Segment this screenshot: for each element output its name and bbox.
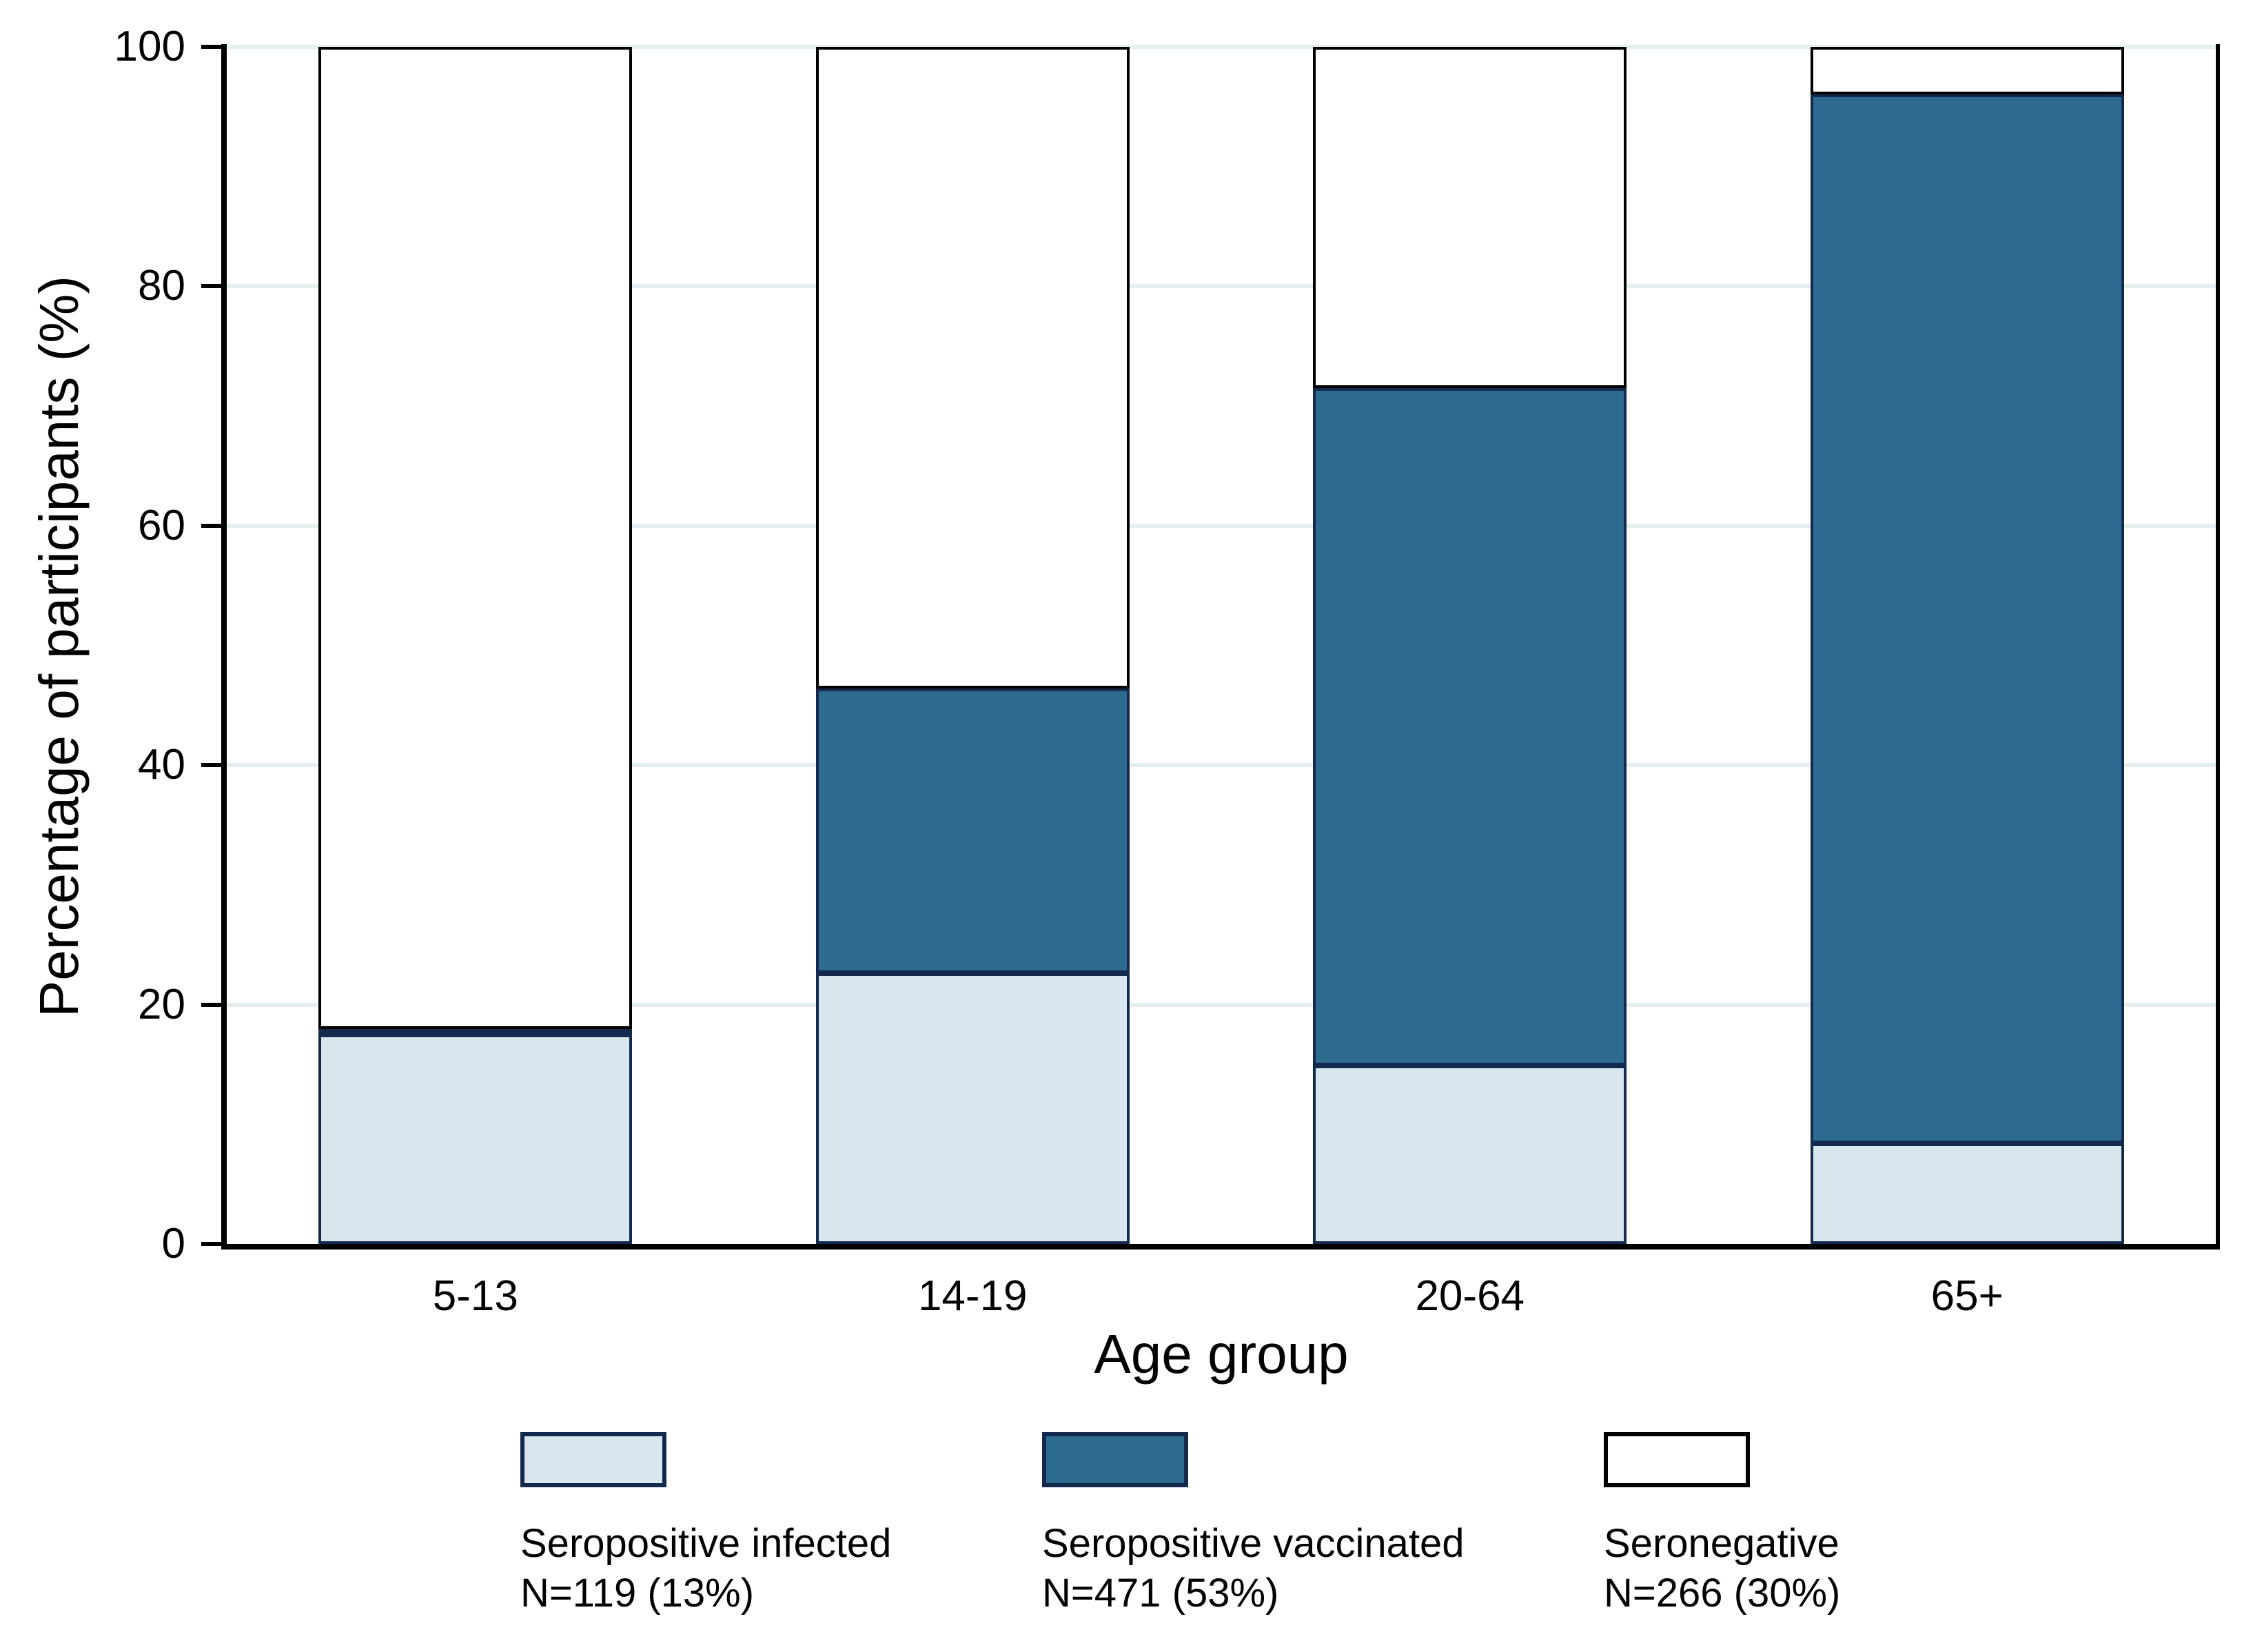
bar-column-5-13 bbox=[227, 47, 724, 1244]
y-tick-100 bbox=[201, 45, 227, 49]
bar-20-64-seronegative bbox=[1313, 47, 1627, 389]
x-axis-title: Age group bbox=[1094, 1323, 1349, 1385]
y-tick-label-80: 80 bbox=[138, 262, 185, 310]
y-tick-40 bbox=[201, 763, 227, 768]
gridline-60 bbox=[227, 523, 2216, 528]
y-tick-60 bbox=[201, 523, 227, 528]
gridline-20 bbox=[227, 1002, 2216, 1007]
legend-series-name: Seropositive infected bbox=[520, 1521, 892, 1566]
bar-5-13-seropositive-vaccinated bbox=[318, 1029, 632, 1035]
plot-right-border bbox=[2216, 44, 2220, 1250]
legend-series-count: N=119 (13%) bbox=[520, 1571, 755, 1615]
gridline-40 bbox=[227, 763, 2216, 768]
legend-item-seropositive-infected: Seropositive infected N=119 (13%) bbox=[520, 1432, 891, 1618]
bar-5-13-seropositive-infected bbox=[318, 1034, 632, 1244]
bar-20-64 bbox=[1313, 47, 1627, 1244]
bar-column-20-64 bbox=[1221, 47, 1719, 1244]
y-axis-title: Percentage of participants (%) bbox=[28, 275, 90, 1018]
bar-5-13 bbox=[318, 47, 632, 1244]
bar-65-seronegative bbox=[1810, 47, 2124, 95]
bar-column-14-19 bbox=[724, 47, 1222, 1244]
y-tick-label-0: 0 bbox=[161, 1220, 185, 1267]
y-tick-0 bbox=[201, 1242, 227, 1246]
legend-swatch-seronegative bbox=[1604, 1432, 1750, 1487]
legend-series-name: Seropositive vaccinated bbox=[1042, 1521, 1465, 1566]
bar-5-13-seronegative bbox=[318, 47, 632, 1030]
gridline-100 bbox=[227, 45, 2216, 49]
y-tick-label-100: 100 bbox=[114, 23, 185, 70]
legend-label-seronegative: Seronegative N=266 (30%) bbox=[1604, 1519, 1840, 1618]
bar-column-65 bbox=[1719, 47, 2216, 1244]
bar-65-seropositive-vaccinated bbox=[1810, 94, 2124, 1144]
legend-item-seronegative: Seronegative N=266 (30%) bbox=[1604, 1432, 1840, 1618]
bar-14-19-seropositive-infected bbox=[815, 973, 1130, 1244]
x-tick-label-5-13: 5-13 bbox=[432, 1272, 518, 1320]
legend-item-seropositive-vaccinated: Seropositive vaccinated N=471 (53%) bbox=[1042, 1432, 1465, 1618]
legend-series-count: N=266 (30%) bbox=[1604, 1571, 1841, 1615]
y-tick-label-60: 60 bbox=[138, 501, 185, 549]
gridline-80 bbox=[227, 284, 2216, 289]
legend-swatch-seropositive-infected bbox=[520, 1432, 666, 1487]
plot-area bbox=[227, 45, 2216, 1244]
legend-series-count: N=471 (53%) bbox=[1042, 1571, 1279, 1615]
y-tick-80 bbox=[201, 284, 227, 289]
bar-14-19-seronegative bbox=[815, 47, 1130, 689]
legend-series-name: Seronegative bbox=[1604, 1521, 1839, 1566]
x-tick-label-65: 65+ bbox=[1930, 1272, 2004, 1320]
legend-label-seropositive-vaccinated: Seropositive vaccinated N=471 (53%) bbox=[1042, 1519, 1465, 1618]
y-tick-label-40: 40 bbox=[138, 741, 185, 789]
x-tick-label-14-19: 14-19 bbox=[917, 1272, 1028, 1320]
y-axis-line bbox=[221, 44, 227, 1250]
legend-label-seropositive-infected: Seropositive infected N=119 (13%) bbox=[520, 1519, 891, 1618]
bar-14-19 bbox=[815, 47, 1130, 1244]
y-tick-20 bbox=[201, 1002, 227, 1007]
legend-swatch-seropositive-vaccinated bbox=[1042, 1432, 1188, 1487]
bar-14-19-seropositive-vaccinated bbox=[815, 689, 1130, 974]
bar-65 bbox=[1810, 47, 2124, 1244]
x-axis-line bbox=[221, 1244, 2220, 1250]
bar-65-seropositive-infected bbox=[1810, 1143, 2124, 1244]
bar-20-64-seropositive-vaccinated bbox=[1313, 388, 1627, 1066]
bar-20-64-seropositive-infected bbox=[1313, 1065, 1627, 1244]
x-tick-label-20-64: 20-64 bbox=[1415, 1272, 1525, 1320]
y-tick-label-20: 20 bbox=[138, 980, 185, 1028]
